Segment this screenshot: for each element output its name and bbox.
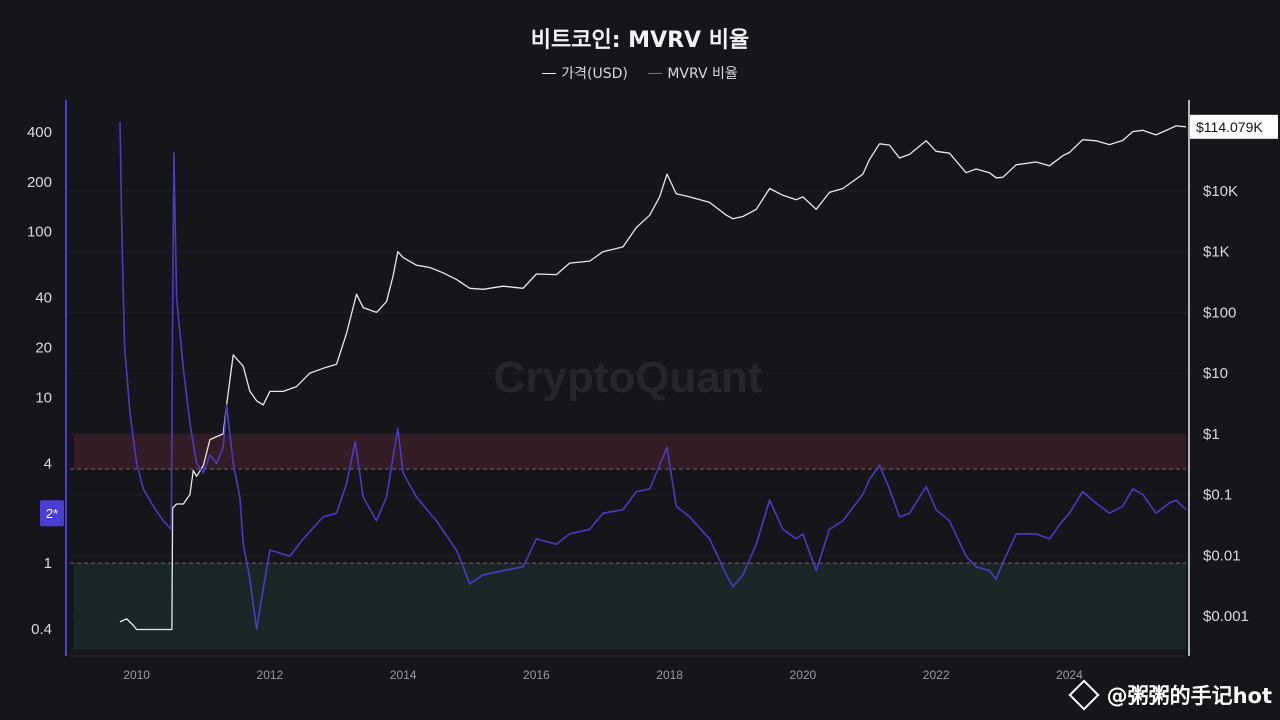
right-tick-label: $0.1 xyxy=(1203,487,1232,504)
right-tick-label: $1 xyxy=(1203,426,1220,443)
zones-layer xyxy=(74,434,1186,650)
legend-swatch-price xyxy=(542,72,557,74)
left-tick-label: 0.4 xyxy=(31,621,52,638)
left-axis-badge-label: 2* xyxy=(46,506,58,521)
x-tick-label: 2024 xyxy=(1056,668,1083,682)
grid-layer xyxy=(70,190,1186,617)
x-tick-label: 2010 xyxy=(123,668,150,682)
left-tick-label: 100 xyxy=(27,224,52,241)
footer-credit: @粥粥的手记hot xyxy=(1068,679,1272,711)
logo-icon xyxy=(1068,679,1100,711)
legend-item-price[interactable]: 가격(USD) xyxy=(542,63,628,83)
left-axis-badge xyxy=(40,500,64,527)
x-tick-label: 2012 xyxy=(257,668,284,682)
series-layer xyxy=(119,121,1187,631)
left-tick-label: 4 xyxy=(44,455,52,472)
x-tick-label: 2022 xyxy=(923,668,950,682)
x-tick-label: 2020 xyxy=(790,668,817,682)
right-tick-label: $10 xyxy=(1203,365,1228,382)
legend-swatch-mvrv xyxy=(648,72,663,74)
x-tick-label: 2014 xyxy=(390,668,417,682)
left-tick-label: 400 xyxy=(27,124,52,141)
legend-label-price: 가격(USD) xyxy=(561,66,628,82)
zone-overvalued xyxy=(74,434,1186,469)
series-line-mvrv xyxy=(119,121,1187,630)
chart-title: 비트코인: MVRV 비율 xyxy=(530,28,750,53)
footer-text: @粥粥的手记hot xyxy=(1106,684,1272,708)
right-tick-label: $1K xyxy=(1203,244,1230,261)
current-price-label: $114.079K xyxy=(1196,119,1263,135)
right-tick-label: $10K xyxy=(1203,183,1238,200)
left-tick-label: 20 xyxy=(35,340,52,357)
watermark: CryptoQuant xyxy=(494,353,763,402)
left-tick-label: 200 xyxy=(27,174,52,191)
x-tick-label: 2018 xyxy=(656,668,683,682)
right-tick-label: $0.01 xyxy=(1203,547,1241,564)
legend-item-mvrv[interactable]: MVRV 비율 xyxy=(648,63,738,83)
left-tick-label: 40 xyxy=(35,290,52,307)
legend-label-mvrv: MVRV 비율 xyxy=(667,66,738,82)
zone-undervalued xyxy=(74,563,1186,650)
right-tick-label: $100 xyxy=(1203,304,1236,321)
x-tick-label: 2016 xyxy=(523,668,550,682)
left-tick-label: 1 xyxy=(44,555,52,572)
legend: 가격(USD) MVRV 비율 xyxy=(0,63,1280,83)
axes-layer: 0.4 1 4 10 20 40 100 200 400 2* $0.001 $0.01 $0.1 $1 $… xyxy=(27,100,1278,682)
right-tick-label: $0.001 xyxy=(1203,608,1249,625)
current-price-badge xyxy=(1190,114,1278,139)
left-tick-label: 10 xyxy=(35,389,52,406)
